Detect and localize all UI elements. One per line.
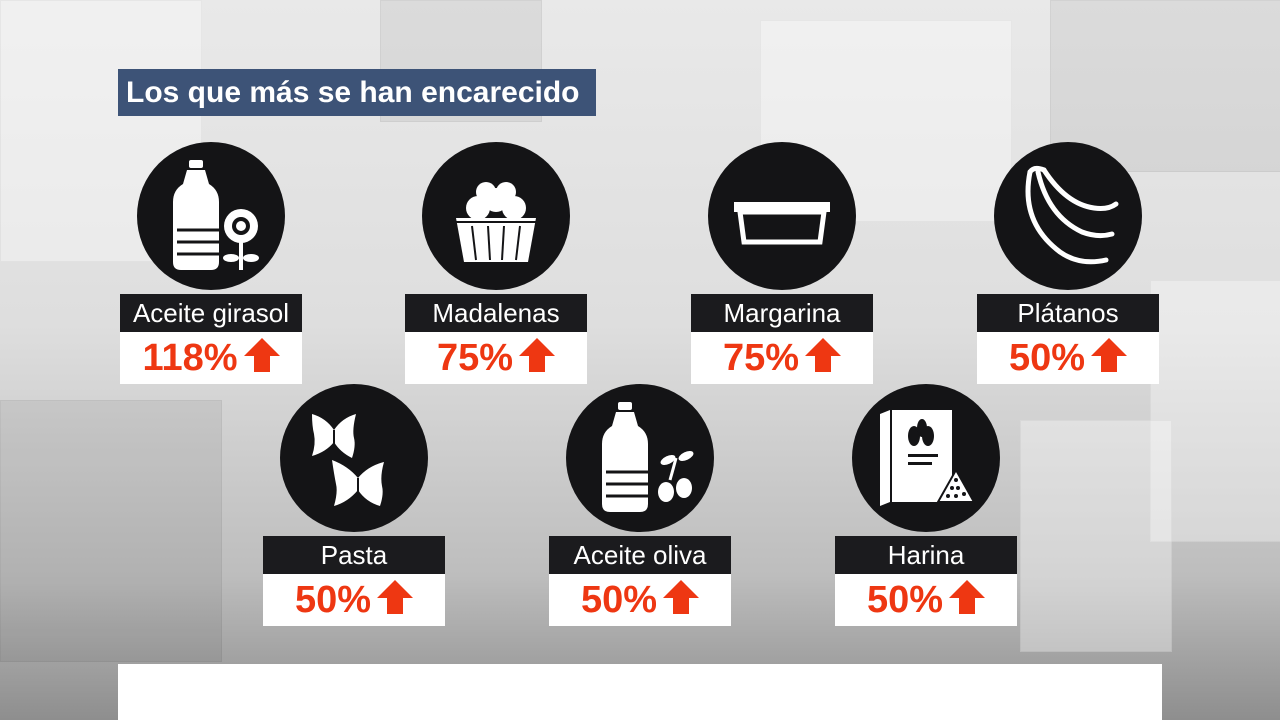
- product-increase: 50%: [549, 574, 731, 626]
- farfalle-pasta-icon: [312, 414, 384, 506]
- arrow-up-icon: [663, 580, 700, 614]
- arrow-up-icon: [377, 580, 414, 614]
- arrow-up-icon: [243, 338, 280, 372]
- background-building: [1150, 280, 1280, 542]
- increase-percentage: 50%: [580, 579, 658, 621]
- sunflower-oil-bottle-icon: [173, 160, 259, 270]
- increase-percentage: 75%: [722, 337, 800, 379]
- increase-percentage: 118%: [142, 337, 238, 379]
- flour-bag-icon: [880, 410, 976, 506]
- arrow-up-icon: [805, 338, 842, 372]
- margarine-tub-icon: [734, 202, 830, 245]
- product-label: Madalenas: [405, 294, 587, 332]
- product-increase: 50%: [835, 574, 1017, 626]
- arrow-up-icon: [949, 580, 986, 614]
- product-card-aceite-oliva: Aceite oliva 50%: [549, 384, 731, 629]
- increase-percentage: 50%: [294, 579, 372, 621]
- product-icon-circle: [422, 142, 570, 290]
- product-increase: 50%: [263, 574, 445, 626]
- bananas-icon: [1025, 165, 1119, 265]
- product-icon-circle: [708, 142, 856, 290]
- increase-percentage: 50%: [1008, 337, 1086, 379]
- page-title: Los que más se han encarecido: [118, 69, 596, 116]
- product-icon-circle: [137, 142, 285, 290]
- background-building: [0, 400, 222, 662]
- background-building: [1050, 0, 1280, 172]
- increase-percentage: 75%: [436, 337, 514, 379]
- olive-oil-bottle-icon: [602, 402, 694, 512]
- product-increase: 75%: [691, 332, 873, 384]
- product-increase: 75%: [405, 332, 587, 384]
- product-label: Aceite girasol: [120, 294, 302, 332]
- product-label: Plátanos: [977, 294, 1159, 332]
- product-card-harina: Harina 50%: [835, 384, 1017, 629]
- product-card-madalenas: Madalenas 75%: [405, 142, 587, 387]
- product-label: Margarina: [691, 294, 873, 332]
- increase-percentage: 50%: [866, 579, 944, 621]
- product-increase: 118%: [120, 332, 302, 384]
- product-card-margarina: Margarina 75%: [691, 142, 873, 387]
- product-card-aceite-girasol: Aceite girasol 118%: [120, 142, 302, 387]
- bottom-white-panel: [118, 664, 1162, 720]
- product-increase: 50%: [977, 332, 1159, 384]
- product-icon-circle: [566, 384, 714, 532]
- arrow-up-icon: [519, 338, 556, 372]
- product-label: Pasta: [263, 536, 445, 574]
- product-icon-circle: [280, 384, 428, 532]
- muffins-icon: [456, 182, 536, 262]
- background-building: [1020, 420, 1172, 652]
- product-card-pasta: Pasta 50%: [263, 384, 445, 629]
- arrow-up-icon: [1091, 338, 1128, 372]
- product-icon-circle: [852, 384, 1000, 532]
- product-label: Harina: [835, 536, 1017, 574]
- product-card-platanos: Plátanos 50%: [977, 142, 1159, 387]
- product-icon-circle: [994, 142, 1142, 290]
- product-label: Aceite oliva: [549, 536, 731, 574]
